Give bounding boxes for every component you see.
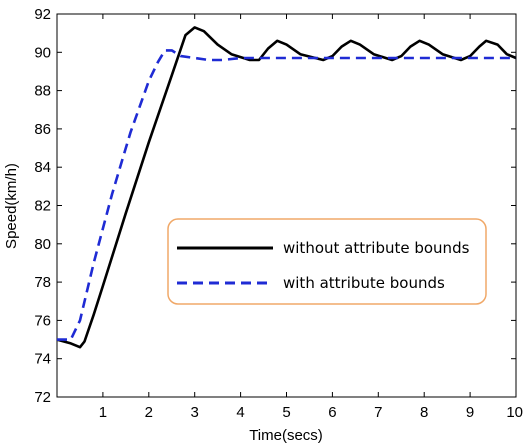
- x-tick-label: 8: [420, 404, 428, 421]
- series-layer: [56, 26, 517, 349]
- y-tick-label: 90: [34, 44, 51, 61]
- x-tick-label: 10: [506, 404, 523, 421]
- y-tick-label: 74: [34, 351, 51, 368]
- x-axis-title: Time(secs): [249, 427, 323, 444]
- x-tick-label: 2: [145, 404, 153, 421]
- y-tick-label: 76: [34, 312, 51, 329]
- legend-label-without-bounds: without attribute bounds: [283, 239, 470, 257]
- y-axis-ticks: 72 74 76 78 80 82 84 86 88 90 92: [34, 6, 516, 406]
- legend: without attribute bounds with attribute …: [167, 218, 487, 305]
- x-axis-ticks: 1 2 3 4 5 6 7 8 9 10: [99, 14, 523, 421]
- y-tick-label: 72: [34, 389, 51, 406]
- plot-area: [56, 13, 517, 398]
- y-tick-label: 84: [34, 159, 51, 176]
- x-tick-label: 9: [466, 404, 474, 421]
- x-tick-label: 7: [374, 404, 382, 421]
- y-tick-label: 78: [34, 274, 51, 291]
- y-tick-label: 86: [34, 121, 51, 138]
- y-tick-label: 80: [34, 236, 51, 253]
- series-with-attribute-bounds: [57, 49, 516, 341]
- y-tick-label: 92: [34, 6, 51, 23]
- x-tick-label: 6: [328, 404, 336, 421]
- x-tick-label: 4: [236, 404, 244, 421]
- x-tick-label: 5: [282, 404, 290, 421]
- x-tick-label: 1: [99, 404, 107, 421]
- legend-label-with-bounds: with attribute bounds: [283, 274, 445, 292]
- y-tick-label: 82: [34, 198, 51, 215]
- y-axis-title: Speed(km/h): [3, 163, 20, 249]
- y-tick-label: 88: [34, 83, 51, 100]
- x-tick-label: 3: [191, 404, 199, 421]
